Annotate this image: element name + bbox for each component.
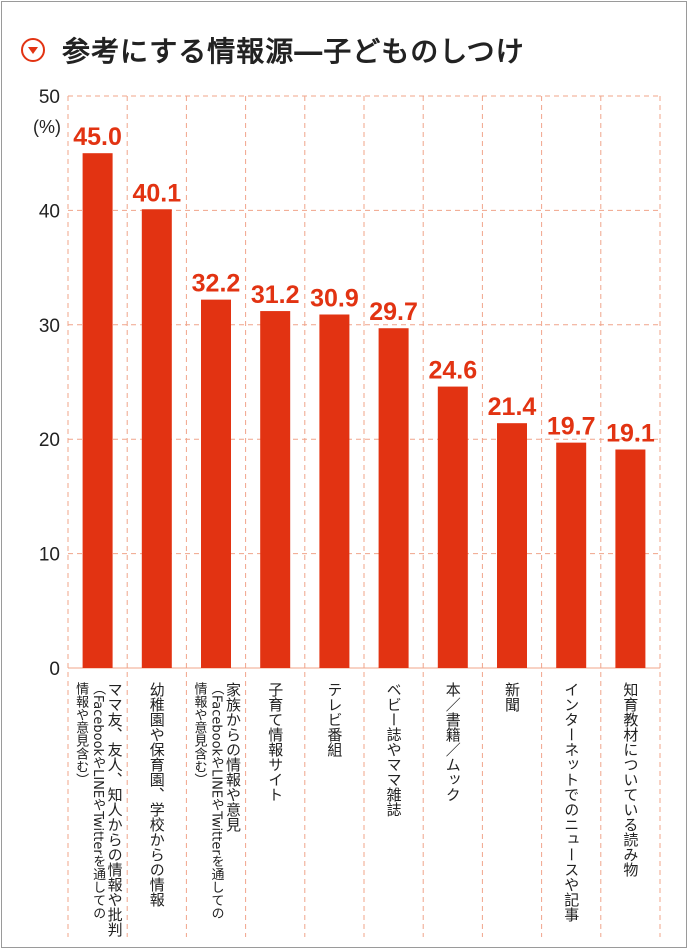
category-label: 家族からの情報や意見: [224, 682, 242, 833]
y-tick-label: 0: [49, 659, 60, 680]
chart-header: 参考にする情報源―子どものしつけ: [20, 30, 525, 70]
y-tick-label: 20: [39, 430, 60, 451]
bar-value-label: 19.7: [547, 413, 596, 441]
category-label: 新聞: [503, 682, 521, 713]
y-tick-label: 30: [39, 316, 60, 337]
bar: [201, 299, 231, 668]
y-tick-label: 10: [39, 545, 60, 566]
category-label: （FacebookやLINEやTwitterを通しての: [209, 682, 225, 920]
bar: [497, 423, 527, 668]
bar: [556, 442, 587, 668]
bar-value-label: 24.6: [428, 357, 477, 385]
category-label: 子育て情報サイト: [266, 682, 284, 802]
y-tick-label: 50: [39, 87, 60, 108]
category-label: 知育教材についている読み物: [621, 682, 639, 878]
bar-value-label: 45.0: [73, 123, 122, 151]
bar: [319, 314, 350, 668]
bar: [260, 311, 291, 668]
bar: [378, 328, 409, 668]
bar-value-label: 31.2: [251, 281, 300, 309]
bar-value-label: 29.7: [369, 298, 418, 326]
bar: [82, 153, 113, 668]
category-label: インターネットでのニュースや記事: [562, 682, 580, 922]
category-label: 情報や意見含む）: [192, 682, 208, 786]
category-label: テレビ番組: [325, 682, 343, 757]
bar-value-label: 19.1: [606, 419, 655, 447]
chart-title: 参考にする情報源―子どものしつけ: [62, 35, 525, 68]
bar-value-label: 40.1: [132, 179, 181, 207]
category-label: 情報や意見含む）: [73, 682, 89, 786]
category-label: ママ友、友人、知人からの情報や批判: [106, 682, 124, 938]
y-tick-label: 40: [39, 201, 60, 222]
circle-chevron-down-icon: [21, 38, 45, 62]
bar: [437, 386, 468, 668]
category-label: 本／書籍／ムック: [444, 682, 462, 802]
bar-value-label: 32.2: [192, 270, 241, 298]
bar: [615, 449, 646, 668]
category-label: ベビー誌やママ雑誌: [385, 682, 403, 817]
category-label: 幼稚園や保育園、学校からの情報: [148, 682, 166, 907]
bar: [141, 209, 172, 669]
y-axis-label: (%): [33, 117, 61, 137]
bar-value-label: 30.9: [310, 285, 359, 313]
bar-value-label: 21.4: [488, 393, 537, 421]
category-label: （FacebookやLINEやTwitterを通しての: [90, 682, 106, 920]
